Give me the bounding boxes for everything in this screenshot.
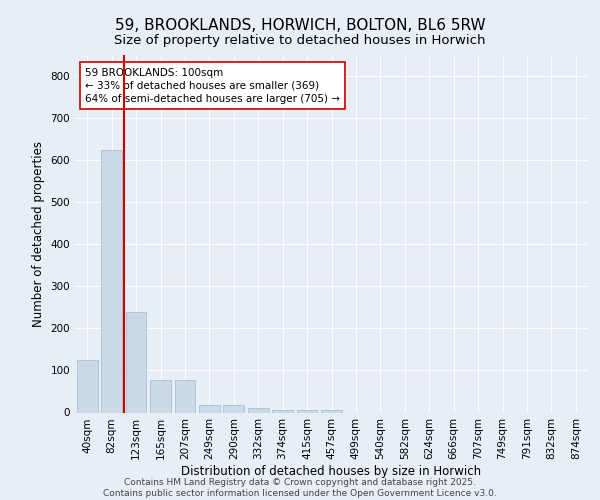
Bar [150,380,171,412]
Bar [125,312,146,412]
Bar [248,408,269,412]
Y-axis label: Number of detached properties: Number of detached properties [32,141,45,327]
Bar [101,150,122,412]
Bar [296,410,317,412]
Text: 59 BROOKLANDS: 100sqm
← 33% of detached houses are smaller (369)
64% of semi-det: 59 BROOKLANDS: 100sqm ← 33% of detached … [85,68,340,104]
X-axis label: Distribution of detached houses by size in Horwich: Distribution of detached houses by size … [181,465,482,478]
Text: 59, BROOKLANDS, HORWICH, BOLTON, BL6 5RW: 59, BROOKLANDS, HORWICH, BOLTON, BL6 5RW [115,18,485,32]
Bar [175,380,196,412]
Text: Size of property relative to detached houses in Horwich: Size of property relative to detached ho… [114,34,486,47]
Text: Contains HM Land Registry data © Crown copyright and database right 2025.
Contai: Contains HM Land Registry data © Crown c… [103,478,497,498]
Bar [199,405,220,412]
Bar [321,410,342,412]
Bar [272,410,293,412]
Bar [77,360,98,412]
Bar [223,405,244,412]
